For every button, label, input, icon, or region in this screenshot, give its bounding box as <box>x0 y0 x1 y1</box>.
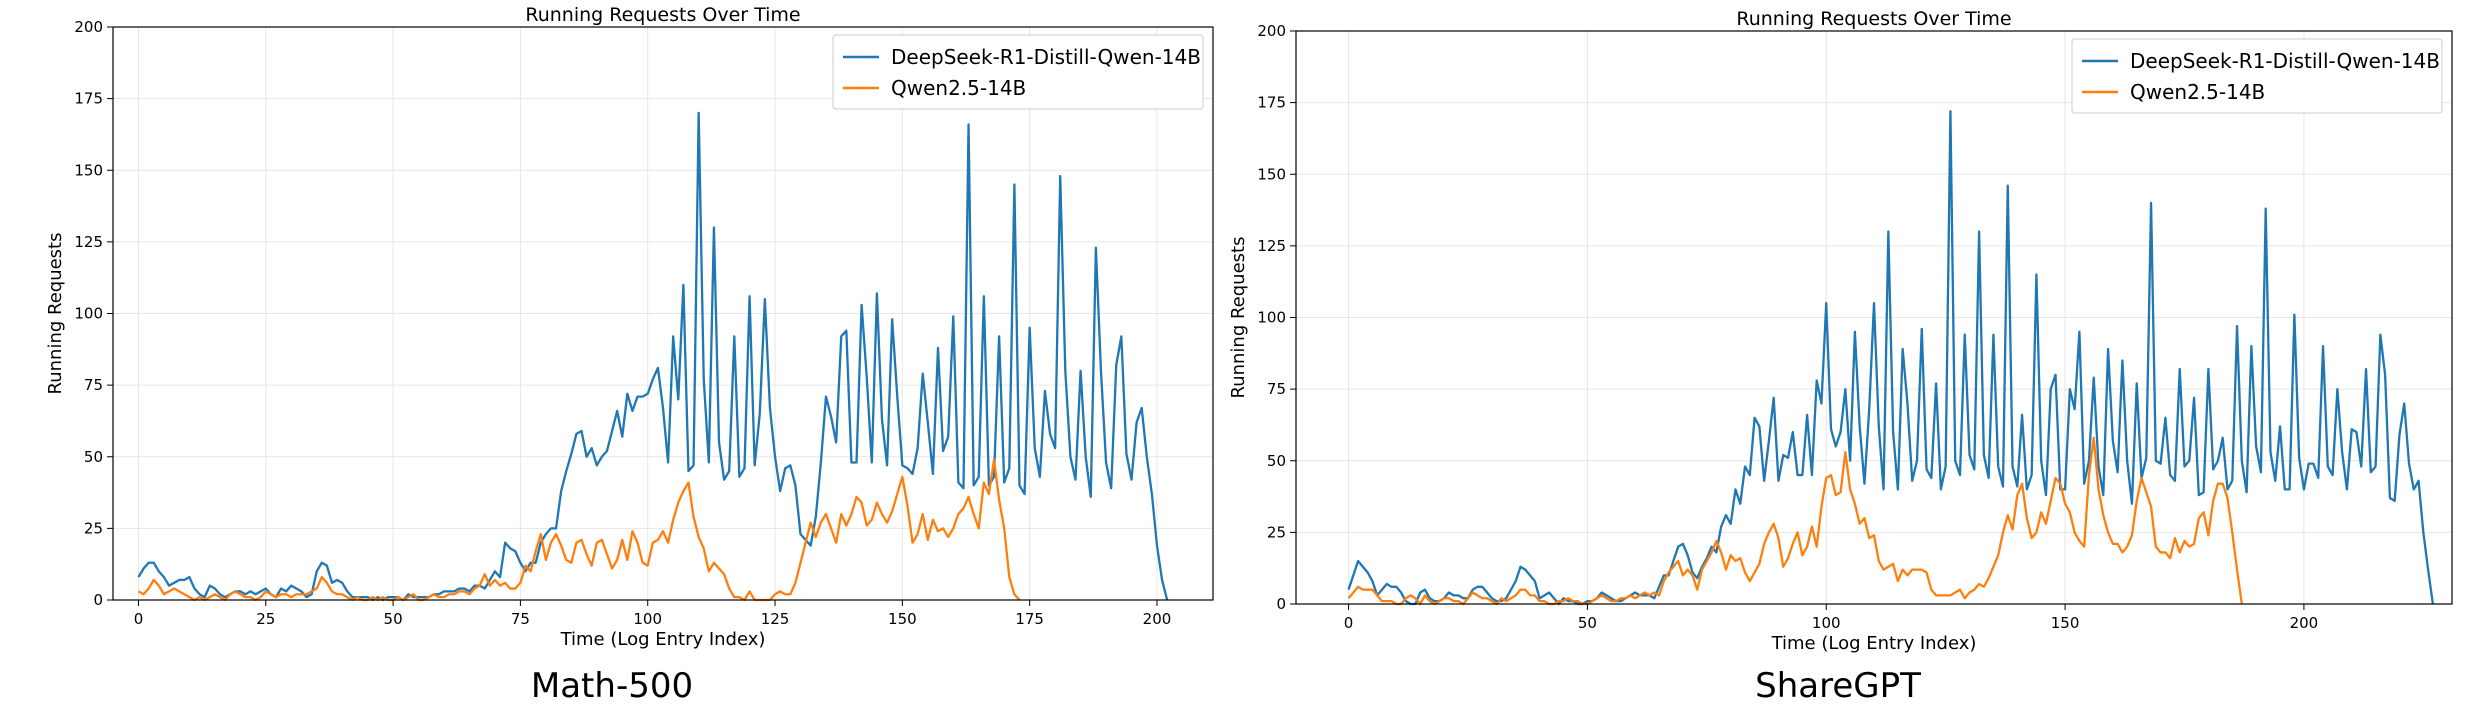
y-axis-label: Running Requests <box>45 233 66 395</box>
series-line-1 <box>137 111 1169 602</box>
y-tick-label: 100 <box>74 305 103 323</box>
x-tick-label: 0 <box>1344 614 1354 632</box>
y-tick-label: 175 <box>74 90 103 108</box>
y-tick-label: 0 <box>1276 595 1286 613</box>
y-tick-label: 0 <box>93 591 103 609</box>
x-tick-label: 200 <box>1143 610 1172 628</box>
chart-caption: ShareGPT <box>1755 666 1921 706</box>
y-tick-label: 25 <box>1267 523 1286 541</box>
y-tick-label: 25 <box>84 519 103 537</box>
y-tick-label: 175 <box>1257 94 1286 112</box>
series-line-1 <box>1347 110 2435 606</box>
legend-box <box>2071 38 2443 114</box>
y-tick-label: 200 <box>1257 22 1286 40</box>
y-axis-label: Running Requests <box>1228 237 1249 399</box>
x-tick-label: 175 <box>1015 610 1044 628</box>
x-tick-label: 150 <box>2051 614 2080 632</box>
chart-sharegpt: 0 50 100 150 200 0 25 50 75 100 125 150 175 200 Runni… <box>1228 8 2453 706</box>
x-tick-label: 150 <box>888 610 917 628</box>
x-tick-label: 100 <box>1812 614 1841 632</box>
chart-title: Running Requests Over Time <box>1736 8 2011 30</box>
legend-label-series-2: Qwen2.5-14B <box>2130 80 2265 104</box>
legend-box <box>832 34 1204 110</box>
chart-math-500: 0 25 50 75 100 125 150 175 200 0 25 50 75 100 125 150 17… <box>45 4 1214 706</box>
x-tick-label: 125 <box>761 610 790 628</box>
legend-label-series-2: Qwen2.5-14B <box>891 76 1026 100</box>
y-tick-label: 50 <box>1267 452 1286 470</box>
legend: DeepSeek-R1-Distill-Qwen-14B Qwen2.5-14B <box>832 34 1204 110</box>
y-tick-label: 150 <box>74 161 103 179</box>
x-tick-label: 50 <box>1578 614 1597 632</box>
x-tick-label: 100 <box>633 610 662 628</box>
legend-label-series-1: DeepSeek-R1-Distill-Qwen-14B <box>2130 49 2440 73</box>
y-tick-label: 75 <box>84 376 103 394</box>
y-tick-label: 200 <box>74 18 103 36</box>
y-tick-label: 125 <box>1257 237 1286 255</box>
x-axis-label: Time (Log Entry Index) <box>1771 633 1977 654</box>
legend: DeepSeek-R1-Distill-Qwen-14B Qwen2.5-14B <box>2071 38 2443 114</box>
y-tick-label: 75 <box>1267 380 1286 398</box>
x-tick-label: 25 <box>256 610 275 628</box>
legend-label-series-1: DeepSeek-R1-Distill-Qwen-14B <box>891 45 1201 69</box>
chart-title: Running Requests Over Time <box>525 4 800 26</box>
x-tick-label: 50 <box>384 610 403 628</box>
y-tick-label: 100 <box>1257 309 1286 327</box>
y-tick-label: 150 <box>1257 165 1286 183</box>
x-axis-label: Time (Log Entry Index) <box>560 629 766 650</box>
y-tick-label: 50 <box>84 448 103 466</box>
x-tick-label: 200 <box>2290 614 2319 632</box>
y-tick-label: 125 <box>74 233 103 251</box>
x-tick-label: 75 <box>511 610 530 628</box>
series-line-2 <box>1347 436 2243 606</box>
x-tick-label: 0 <box>134 610 144 628</box>
series-line-2 <box>137 458 1021 602</box>
chart-caption: Math-500 <box>531 666 693 706</box>
